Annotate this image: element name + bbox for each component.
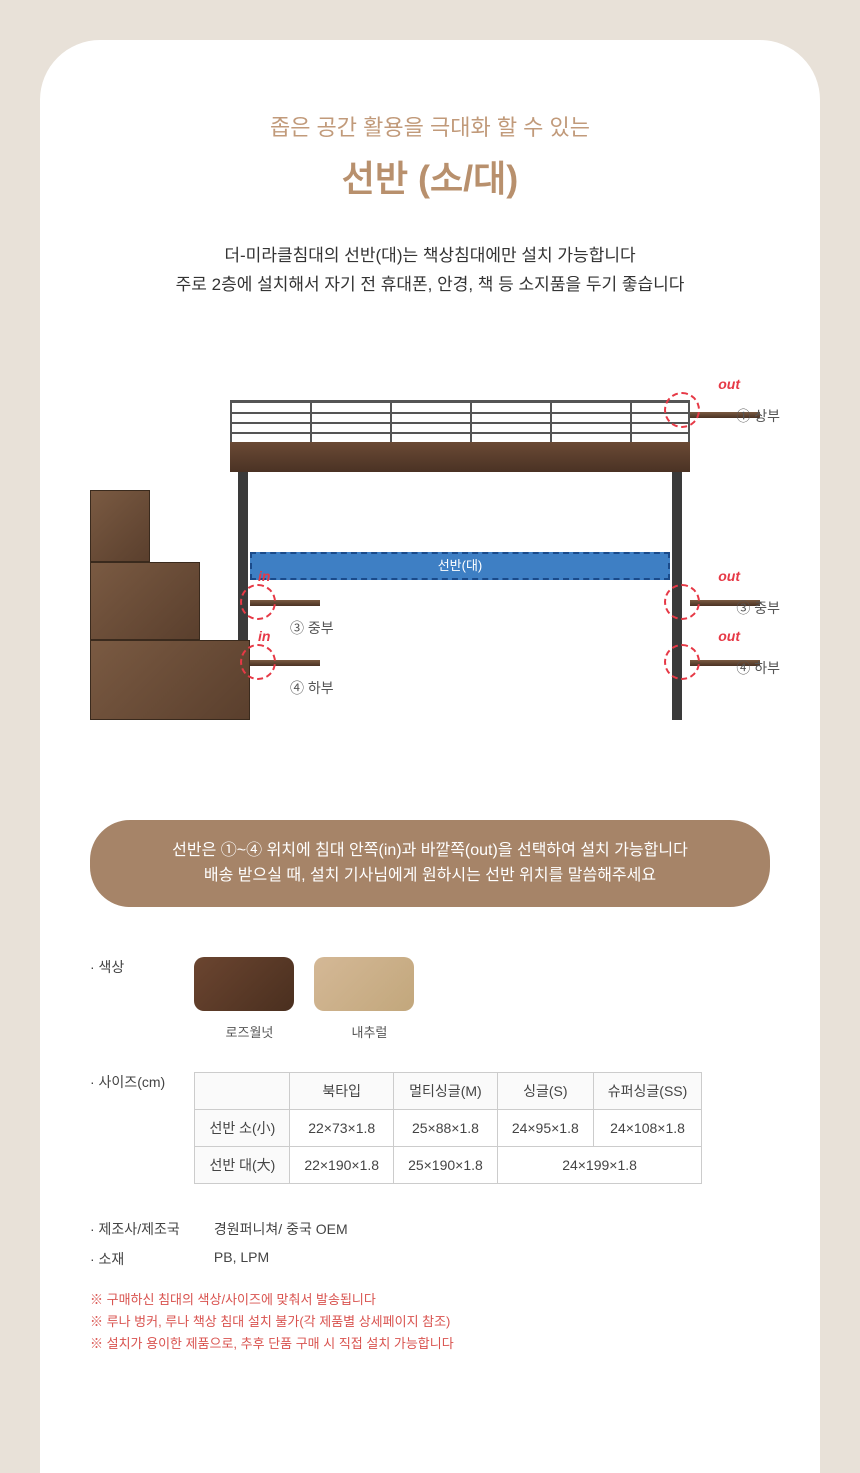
anno-label-out-bot: ④ 하부 xyxy=(736,658,780,678)
anno-tag-in-bot: in xyxy=(258,628,270,644)
manufacturer-value: 경원퍼니쳐/ 중국 OEM xyxy=(214,1221,348,1237)
page-title: 선반 (소/대) xyxy=(90,150,770,202)
material-label: · 소재 xyxy=(90,1249,210,1269)
size-header xyxy=(195,1072,290,1109)
anno-tag-out-top: out xyxy=(718,376,740,392)
size-cell: 24×95×1.8 xyxy=(497,1109,593,1146)
desc-line-1: 더-미라클침대의 선반(대)는 책상침대에만 설치 가능합니다 xyxy=(90,242,770,271)
anno-label-in-mid: ③ 중부 xyxy=(290,618,334,638)
product-card: 좁은 공간 활용을 극대화 할 수 있는 선반 (소/대) 더-미라클침대의 선… xyxy=(40,40,820,1473)
notice-pill: 선반은 ①~④ 위치에 침대 안쪽(in)과 바깥쪽(out)을 선택하여 설치… xyxy=(90,820,770,907)
size-header: 슈퍼싱글(SS) xyxy=(593,1072,702,1109)
spec-colors: · 색상 로즈월넛 내추럴 xyxy=(90,957,770,1042)
anno-circle-in-bot xyxy=(240,644,276,680)
size-label: · 사이즈(cm) xyxy=(90,1072,190,1092)
anno-tag-out-mid: out xyxy=(718,568,740,584)
size-table: 북타입멀티싱글(M)싱글(S)슈퍼싱글(SS)선반 소(小)22×73×1.82… xyxy=(194,1072,702,1184)
anno-circle-out-top xyxy=(664,392,700,428)
size-cell: 22×73×1.8 xyxy=(290,1109,394,1146)
notice-line-2: 배송 받으실 때, 설치 기사님에게 원하시는 선반 위치를 말씀해주세요 xyxy=(120,863,740,889)
warning-line: ※ 구매하신 침대의 색상/사이즈에 맞춰서 발송됩니다 xyxy=(90,1289,770,1311)
anno-tag-out-bot: out xyxy=(718,628,740,644)
swatches: 로즈월넛 내추럴 xyxy=(194,957,434,1042)
color-swatch xyxy=(194,957,294,1011)
desc-line-2: 주로 2층에 설치해서 자기 전 휴대폰, 안경, 책 등 소지품을 두기 좋습… xyxy=(90,271,770,300)
anno-circle-out-mid xyxy=(664,584,700,620)
swatch-label: 내추럴 xyxy=(314,1022,424,1041)
spec-sizes: · 사이즈(cm) 북타입멀티싱글(M)싱글(S)슈퍼싱글(SS) 선반 소(小)… xyxy=(90,1072,770,1189)
manufacturer-label: · 제조사/제조국 xyxy=(90,1219,210,1239)
material-value: PB, LPM xyxy=(214,1249,269,1265)
size-cell: 25×190×1.8 xyxy=(394,1146,498,1183)
size-cell: 25×88×1.8 xyxy=(394,1109,498,1146)
swatch-label: 로즈월넛 xyxy=(194,1022,304,1041)
shelf-large-bar: 선반(대) xyxy=(250,552,670,580)
size-header: 북타입 xyxy=(290,1072,394,1109)
size-rowhead: 선반 소(小) xyxy=(195,1109,290,1146)
size-rowhead: 선반 대(大) xyxy=(195,1146,290,1183)
size-header: 멀티싱글(M) xyxy=(394,1072,498,1109)
anno-circle-out-bot xyxy=(664,644,700,680)
anno-circle-in-mid xyxy=(240,584,276,620)
spec-manufacturer: · 제조사/제조국 경원퍼니쳐/ 중국 OEM xyxy=(90,1219,770,1239)
bed-platform xyxy=(230,442,690,472)
size-cell: 24×108×1.8 xyxy=(593,1109,702,1146)
anno-tag-in-mid: in xyxy=(258,568,270,584)
size-cell: 22×190×1.8 xyxy=(290,1146,394,1183)
colors-label: · 색상 xyxy=(90,957,190,977)
anno-label-out-mid: ③ 중부 xyxy=(736,598,780,618)
size-cell: 24×199×1.8 xyxy=(497,1146,702,1183)
bed-diagram: 선반(대) out ① 상부 out ③ 중부 out ④ 하부 in ③ 중부… xyxy=(90,340,770,760)
notice-line-1: 선반은 ①~④ 위치에 침대 안쪽(in)과 바깥쪽(out)을 선택하여 설치… xyxy=(120,838,740,864)
spec-material: · 소재 PB, LPM xyxy=(90,1249,770,1269)
warning-line: ※ 설치가 용이한 제품으로, 추후 단품 구매 시 직접 설치 가능합니다 xyxy=(90,1333,770,1355)
color-swatch xyxy=(314,957,414,1011)
anno-label-in-bot: ④ 하부 xyxy=(290,678,334,698)
subtitle: 좁은 공간 활용을 극대화 할 수 있는 xyxy=(90,110,770,142)
size-header: 싱글(S) xyxy=(497,1072,593,1109)
warning-line: ※ 루나 벙커, 루나 책상 침대 설치 불가(각 제품별 상세페이지 참조) xyxy=(90,1311,770,1333)
description: 더-미라클침대의 선반(대)는 책상침대에만 설치 가능합니다 주로 2층에 설… xyxy=(90,242,770,300)
warnings: ※ 구매하신 침대의 색상/사이즈에 맞춰서 발송됩니다※ 루나 벙커, 루나 … xyxy=(90,1289,770,1355)
anno-label-out-top: ① 상부 xyxy=(736,406,780,426)
stairs xyxy=(90,490,250,720)
